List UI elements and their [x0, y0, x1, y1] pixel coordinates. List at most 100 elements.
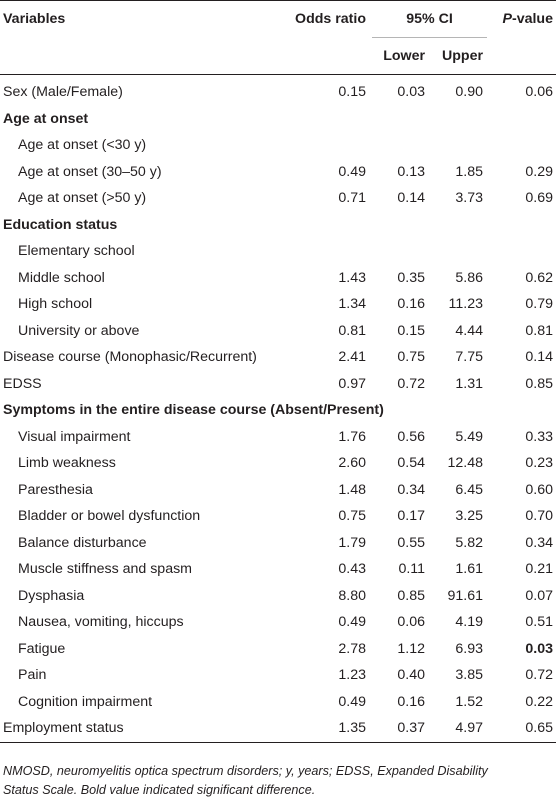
ci-lower-cell: 0.40: [397, 667, 425, 684]
ci-lower-cell: 0.34: [397, 481, 425, 498]
ci-upper-cell: 91.61: [447, 587, 483, 604]
ci-upper-cell: 5.49: [455, 428, 483, 445]
odds-ratio-cell: 1.35: [282, 715, 372, 743]
table-row: Nausea, vomiting, hiccups 0.49 0.06 4.19 0.5…: [0, 609, 556, 636]
ci-lower-cell: 0.54: [397, 455, 425, 472]
row-label: Disease course (Monophasic/Recurrent): [3, 349, 257, 366]
section-label: Age at onset: [3, 110, 89, 127]
ci-lower-cell: [372, 238, 428, 265]
p-value-cell: 0.65: [487, 715, 556, 743]
ci-lower-cell: 0.16: [397, 693, 425, 710]
p-value-cell: 0.81: [525, 322, 553, 339]
table-row: Muscle stiffness and spasm 0.43 0.11 1.61 0.…: [0, 556, 556, 583]
ci-upper-cell: 1.85: [455, 163, 483, 180]
p-value-cell: 0.03: [525, 640, 553, 657]
ci-lower-cell: 0.15: [397, 322, 425, 339]
odds-ratio-cell: 1.48: [338, 481, 366, 498]
odds-ratio-cell: 1.79: [338, 534, 366, 551]
row-label: Limb weakness: [18, 455, 116, 472]
p-value-cell: 0.60: [525, 481, 553, 498]
header-p-rest: -value: [511, 11, 553, 27]
table-header: Variables Odds ratio 95% CI P-value Lowe…: [0, 0, 556, 75]
ci-lower-cell: 0.37: [372, 715, 428, 743]
ci-upper-cell: 1.31: [455, 375, 483, 392]
section-row: Education status: [0, 212, 556, 239]
row-label: Age at onset (<30 y): [18, 137, 147, 154]
p-value-cell: 0.79: [525, 296, 553, 313]
ci-lower-cell: 0.16: [397, 296, 425, 313]
ci-upper-cell: 12.48: [447, 455, 483, 472]
header-upper: Upper: [428, 37, 487, 75]
ci-upper-cell: [428, 238, 487, 265]
p-value-cell: 0.85: [525, 375, 553, 392]
p-value-cell: 0.33: [525, 428, 553, 445]
ci-upper-cell: 4.19: [455, 614, 483, 631]
ci-upper-cell: 4.97: [428, 715, 487, 743]
table-row: Elementary school: [0, 238, 556, 265]
ci-upper-cell: 6.93: [455, 640, 483, 657]
ci-upper-cell: 5.82: [455, 534, 483, 551]
row-label: Middle school: [18, 269, 105, 286]
header-lower: Lower: [372, 37, 428, 75]
table-row: Disease course (Monophasic/Recurrent) 2.4…: [0, 344, 556, 371]
ci-lower-cell: 0.85: [397, 587, 425, 604]
table-row: Cognition impairment 0.49 0.16 1.52 0.22: [0, 689, 556, 716]
odds-ratio-cell: [282, 132, 372, 159]
ci-lower-cell: 0.03: [397, 84, 425, 101]
row-label: Dysphasia: [18, 587, 85, 604]
results-table: Variables Odds ratio 95% CI P-value Lowe…: [0, 0, 556, 743]
table-row: Paresthesia 1.48 0.34 6.45 0.60: [0, 477, 556, 504]
ci-upper-cell: [428, 132, 487, 159]
odds-ratio-cell: 1.76: [338, 428, 366, 445]
table-row: Limb weakness 2.60 0.54 12.48 0.23: [0, 450, 556, 477]
ci-upper-cell: 3.85: [455, 667, 483, 684]
ci-lower-cell: 0.13: [397, 163, 425, 180]
ci-lower-cell: 0.56: [397, 428, 425, 445]
odds-ratio-cell: 0.43: [338, 561, 366, 578]
odds-ratio-cell: 0.75: [338, 508, 366, 525]
header-odds-ratio: Odds ratio: [282, 0, 372, 75]
section-label: Education status: [3, 216, 118, 233]
odds-ratio-cell: 1.34: [338, 296, 366, 313]
ci-lower-cell: 0.35: [397, 269, 425, 286]
row-label: Age at onset (30–50 y): [18, 163, 162, 180]
row-label: Muscle stiffness and spasm: [18, 561, 193, 578]
table-row: Age at onset (<30 y): [0, 132, 556, 159]
section-label: Symptoms in the entire disease course (A…: [3, 402, 384, 419]
ci-lower-cell: 0.11: [398, 561, 425, 578]
p-value-cell: 0.06: [525, 84, 553, 101]
row-label: High school: [18, 296, 93, 313]
odds-ratio-cell: 2.41: [338, 349, 366, 366]
table-row: Dysphasia 8.80 0.85 91.61 0.07: [0, 583, 556, 610]
ci-lower-cell: 0.06: [397, 614, 425, 631]
ci-upper-cell: 1.52: [455, 693, 483, 710]
table-body: Sex (Male/Female) 0.15 0.03 0.90 0.06 Age at …: [0, 75, 556, 743]
table-row: Bladder or bowel dysfunction 0.75 0.17 3.25…: [0, 503, 556, 530]
table-row: Age at onset (30–50 y) 0.49 0.13 1.85 0.29: [0, 159, 556, 186]
odds-ratio-cell: 2.60: [338, 455, 366, 472]
section-row: Symptoms in the entire disease course (A…: [0, 397, 556, 424]
ci-upper-cell: 6.45: [455, 481, 483, 498]
odds-ratio-cell: 0.49: [338, 693, 366, 710]
table-row: Middle school 1.43 0.35 5.86 0.62: [0, 265, 556, 292]
row-label: University or above: [18, 322, 140, 339]
p-value-cell: 0.34: [525, 534, 553, 551]
p-value-cell: 0.07: [525, 587, 553, 604]
ci-upper-cell: 4.44: [455, 322, 483, 339]
ci-lower-cell: 0.75: [397, 349, 425, 366]
table-row: EDSS 0.97 0.72 1.31 0.85: [0, 371, 556, 398]
footnote-line-2: Status Scale. Bold value indicated signi…: [3, 783, 316, 797]
p-value-cell: 0.14: [525, 349, 553, 366]
row-label: Balance disturbance: [18, 534, 147, 551]
odds-ratio-cell: 8.80: [338, 587, 366, 604]
row-label: Sex (Male/Female): [3, 84, 123, 101]
row-label: Bladder or bowel dysfunction: [18, 508, 201, 525]
p-value-cell: 0.72: [525, 667, 553, 684]
ci-upper-cell: 11.23: [448, 296, 483, 313]
row-label: Visual impairment: [18, 428, 131, 445]
table-row: High school 1.34 0.16 11.23 0.79: [0, 291, 556, 318]
row-label: Elementary school: [18, 243, 135, 260]
odds-ratio-cell: 0.15: [338, 84, 366, 101]
row-label: Cognition impairment: [18, 693, 153, 710]
p-value-cell: [487, 238, 556, 265]
